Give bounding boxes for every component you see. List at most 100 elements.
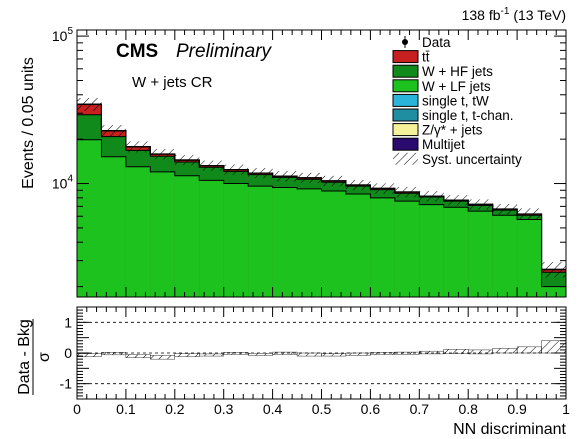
stack-outline bbox=[77, 139, 566, 288]
stack-bar bbox=[77, 139, 102, 297]
syst-band-bin bbox=[174, 154, 200, 166]
lumi-value: 138 fb bbox=[462, 7, 501, 23]
syst-band-bin bbox=[150, 148, 175, 160]
syst-band-bin bbox=[297, 172, 322, 184]
y-tick-exponent: 5 bbox=[67, 26, 73, 37]
stack-bar bbox=[297, 188, 322, 297]
ratio-band-bin bbox=[150, 355, 176, 360]
ratio-band-bin bbox=[174, 353, 200, 357]
ratio-band-bin bbox=[419, 350, 444, 355]
ratio-band bbox=[76, 340, 567, 360]
ratio-band-bin bbox=[125, 354, 151, 358]
x-tick-label: 0.7 bbox=[410, 401, 430, 417]
x-tick-label: 0 bbox=[73, 401, 81, 417]
stack-bar bbox=[174, 175, 200, 297]
stack-bar bbox=[101, 156, 126, 297]
ratio-y-axis-label: Data - Bkg σ bbox=[16, 319, 53, 395]
legend-label: Z/γ* + jets bbox=[422, 123, 483, 138]
main-y-axis-label: Events / 0.05 units bbox=[20, 57, 37, 189]
legend-swatch bbox=[392, 79, 419, 93]
syst-band-bin bbox=[272, 171, 298, 182]
x-tick-label: 0.1 bbox=[116, 401, 136, 417]
legend-label: single t, tW bbox=[422, 93, 489, 108]
energy-label: (13 TeV) bbox=[509, 7, 566, 23]
legend-swatch bbox=[392, 93, 419, 107]
legend-item-whf: W + HF jets bbox=[392, 64, 493, 79]
syst-band-bin bbox=[77, 98, 102, 111]
legend-swatch bbox=[392, 137, 419, 151]
syst-band-bin bbox=[443, 195, 469, 206]
syst-band-bin bbox=[370, 183, 395, 194]
ratio-band-bin bbox=[247, 353, 273, 356]
stack-bar bbox=[150, 171, 175, 297]
legend-item-syst: Syst. uncertainty bbox=[393, 152, 522, 167]
ratio-y-tick-label: -1 bbox=[60, 376, 73, 392]
lumi-exponent: -1 bbox=[501, 6, 510, 17]
main-axes: 10 4 105 bbox=[52, 26, 567, 298]
stack-bar bbox=[517, 219, 542, 297]
syst-band-bin bbox=[345, 179, 371, 191]
x-tick-label: 0.2 bbox=[165, 401, 185, 417]
ratio-ylabel-numerator: Data - Bkg bbox=[16, 319, 33, 395]
ratio-band-bin bbox=[199, 353, 224, 357]
syst-band-bin bbox=[321, 175, 346, 187]
legend-item-tchan: single t, t-chan. bbox=[392, 108, 514, 123]
ratio-band-bin bbox=[516, 346, 542, 354]
legend-label: single t, t-chan. bbox=[422, 108, 514, 123]
syst-band-bin bbox=[248, 168, 273, 179]
ratio-band-bin bbox=[492, 348, 518, 354]
legend-item-data: Data bbox=[402, 35, 451, 50]
ratio-band-bin bbox=[296, 352, 322, 357]
x-axis-label: NN discriminant bbox=[453, 421, 566, 438]
ratio-y-tick-label: 0 bbox=[64, 345, 72, 361]
region-label: W + jets CR bbox=[132, 74, 213, 91]
legend-label: W + HF jets bbox=[422, 64, 493, 79]
stack-bar bbox=[223, 183, 249, 297]
ratio-band-bin bbox=[321, 353, 347, 357]
ratio-y-tick-label: 1 bbox=[64, 314, 72, 330]
stack-bar bbox=[419, 204, 444, 297]
stack-bar bbox=[345, 193, 371, 297]
legend-swatch bbox=[392, 123, 419, 137]
stack-bar bbox=[370, 197, 395, 297]
stack-bar bbox=[541, 286, 566, 297]
legend-swatch bbox=[392, 50, 419, 64]
stack-bar bbox=[125, 166, 151, 297]
syst-band-bin bbox=[541, 262, 566, 278]
x-tick-label: 0.4 bbox=[263, 401, 283, 417]
x-tick-label: 0.6 bbox=[361, 401, 381, 417]
stack-bar bbox=[199, 180, 224, 297]
y-tick-label: 105 bbox=[52, 26, 74, 44]
legend-label: W + LF jets bbox=[422, 79, 491, 94]
legend-item-tw: single t, tW bbox=[392, 93, 489, 108]
syst-band-bin bbox=[394, 186, 420, 198]
y-tick-exponent: 4 bbox=[67, 174, 73, 185]
syst-band-bin bbox=[223, 164, 249, 175]
stack-bar bbox=[248, 186, 273, 297]
stack-bar bbox=[272, 187, 298, 297]
preliminary-label: Preliminary bbox=[176, 41, 273, 62]
syst-band-bin bbox=[101, 125, 126, 137]
stack-bar bbox=[468, 211, 493, 297]
x-tick-label: 0.5 bbox=[312, 401, 332, 417]
legend-item-wlf: W + LF jets bbox=[392, 79, 491, 94]
x-tick-label: 0.3 bbox=[214, 401, 234, 417]
syst-band-bin bbox=[125, 141, 151, 153]
stack-bar bbox=[321, 191, 346, 297]
legend-data-marker bbox=[402, 39, 408, 45]
ratio-ylabel-denominator: σ bbox=[36, 352, 53, 362]
y-tick-base: 10 bbox=[52, 28, 68, 44]
legend-swatch bbox=[392, 108, 419, 122]
legend-label: tt̄ bbox=[422, 50, 430, 65]
stack-bar bbox=[443, 207, 469, 297]
x-tick-label: 0.9 bbox=[507, 401, 527, 417]
legend-label: Data bbox=[422, 35, 451, 50]
stack-bar bbox=[394, 201, 420, 297]
syst-band-bin bbox=[199, 160, 224, 171]
syst-band-bin bbox=[517, 208, 542, 220]
legend-item-zjets: Z/γ* + jets bbox=[392, 123, 483, 138]
